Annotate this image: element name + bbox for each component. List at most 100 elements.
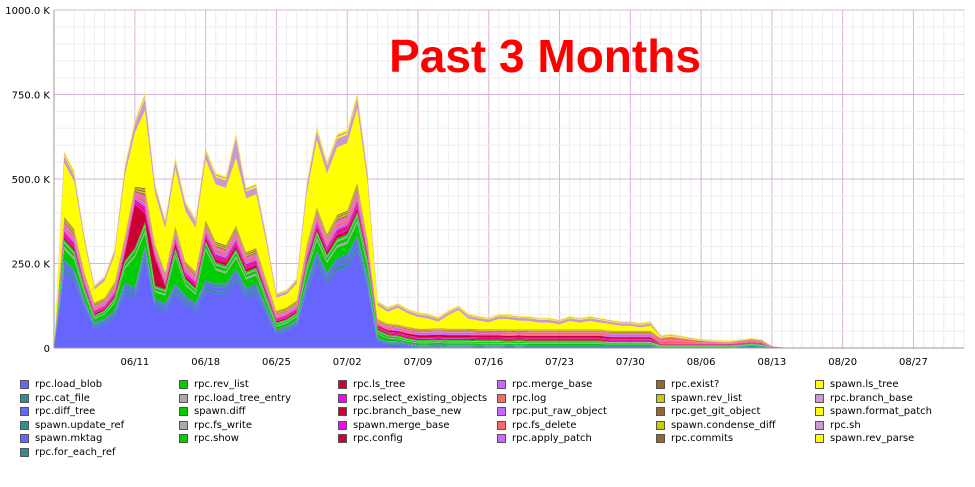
legend-item: rpc.branch_base: [815, 392, 932, 406]
legend-swatch: [338, 407, 347, 417]
legend-label: rpc.load_tree_entry: [194, 392, 292, 404]
legend-item: rpc.log: [497, 392, 607, 406]
x-axis-ticks: 06/11 06/18 06/25 07/02 07/09 07/16 07/23 07/30…: [120, 357, 927, 368]
legend-swatch: [338, 380, 347, 390]
legend-swatch: [656, 434, 665, 444]
legend-label: spawn.format_patch: [830, 406, 932, 418]
x-tick-label: 06/18: [191, 357, 220, 368]
legend-item: rpc.merge_base: [497, 378, 607, 392]
legend-swatch: [656, 393, 665, 403]
legend-label: spawn.mktag: [35, 433, 103, 445]
legend-swatch: [656, 420, 665, 430]
legend-item: rpc.sh: [815, 419, 932, 433]
legend-swatch: [20, 420, 29, 430]
series-area-spawn-ls-tree: [54, 108, 964, 348]
legend-column: spawn.ls_tree rpc.branch_base spawn.format…: [815, 378, 932, 446]
legend-label: rpc.branch_base: [830, 392, 913, 404]
x-tick-label: 07/23: [545, 357, 574, 368]
legend-label: spawn.condense_diff: [671, 419, 776, 431]
legend-swatch: [20, 447, 29, 457]
y-tick-label: 500.0 K: [12, 175, 51, 186]
legend-item: rpc.fs_delete: [497, 419, 607, 433]
legend-item: spawn.merge_base: [338, 419, 487, 433]
legend-item: rpc.put_raw_object: [497, 405, 607, 419]
legend-item: rpc.load_blob: [20, 378, 124, 392]
legend-label: rpc.for_each_ref: [35, 446, 116, 458]
legend-swatch: [497, 380, 506, 390]
legend-label: rpc.load_blob: [35, 379, 103, 391]
legend-swatch: [497, 393, 506, 403]
legend-label: rpc.show: [194, 433, 239, 445]
legend-swatch: [815, 407, 824, 417]
legend-swatch: [179, 407, 188, 417]
legend-label: rpc.merge_base: [512, 379, 593, 391]
legend-label: rpc.cat_file: [35, 392, 90, 404]
legend-item: rpc.fs_write: [179, 419, 291, 433]
legend-swatch: [179, 434, 188, 444]
x-tick-label: 08/20: [828, 357, 857, 368]
legend-label: rpc.commits: [671, 433, 734, 445]
legend-swatch: [179, 393, 188, 403]
x-tick-label: 08/06: [687, 357, 716, 368]
legend-swatch: [497, 420, 506, 430]
legend-item: rpc.apply_patch: [497, 432, 607, 446]
legend-item: spawn.rev_list: [656, 392, 776, 406]
legend-label: rpc.config: [353, 433, 403, 445]
legend-swatch: [179, 380, 188, 390]
legend-label: rpc.exist?: [671, 379, 720, 391]
legend-item: spawn.format_patch: [815, 405, 932, 419]
legend-item: spawn.ls_tree: [815, 378, 932, 392]
legend-swatch: [338, 393, 347, 403]
legend-item: rpc.exist?: [656, 378, 776, 392]
y-tick-label: 0: [44, 344, 50, 355]
legend-label: spawn.merge_base: [353, 419, 450, 431]
legend-swatch: [815, 420, 824, 430]
y-tick-label: 750.0 K: [12, 91, 51, 102]
x-tick-label: 06/11: [120, 357, 149, 368]
legend-item: rpc.diff_tree: [20, 405, 124, 419]
legend-swatch: [815, 380, 824, 390]
x-tick-label: 08/13: [757, 357, 786, 368]
legend-label: rpc.apply_patch: [512, 433, 592, 445]
legend-label: rpc.ls_tree: [353, 379, 406, 391]
legend-label: rpc.select_existing_objects: [353, 392, 488, 404]
legend-item: spawn.rev_parse: [815, 432, 932, 446]
legend-swatch: [20, 380, 29, 390]
chart-areas: [54, 92, 964, 348]
legend-item: spawn.update_ref: [20, 419, 124, 433]
legend-item: rpc.show: [179, 432, 291, 446]
series-area-rpc-diff-tree: [54, 240, 964, 348]
legend-swatch: [20, 407, 29, 417]
legend-swatch: [815, 434, 824, 444]
x-tick-label: 08/27: [899, 357, 928, 368]
legend-item: rpc.load_tree_entry: [179, 392, 291, 406]
legend-swatch: [338, 420, 347, 430]
legend-label: spawn.diff: [194, 406, 246, 418]
series-area-rpc-load-tree-entry: [54, 219, 964, 348]
legend-label: rpc.sh: [830, 419, 861, 431]
legend-label: rpc.diff_tree: [35, 406, 96, 418]
legend-item: rpc.rev_list: [179, 378, 291, 392]
series-area-rpc-load-blob: [54, 249, 964, 348]
chart-axes: [53, 10, 964, 349]
legend-swatch: [497, 434, 506, 444]
legend-swatch: [338, 434, 347, 444]
legend-item: rpc.branch_base_new: [338, 405, 487, 419]
series-area-spawn-mktag: [54, 236, 964, 348]
legend-column: rpc.rev_list rpc.load_tree_entry spawn.dif…: [179, 378, 291, 446]
y-tick-label: 250.0 K: [12, 260, 51, 271]
legend-swatch: [20, 393, 29, 403]
legend-swatch: [656, 380, 665, 390]
legend-label: rpc.put_raw_object: [512, 406, 607, 418]
series-area-spawn-diff: [54, 216, 964, 348]
legend-column: rpc.ls_tree rpc.select_existing_objects rp…: [338, 378, 487, 446]
legend-label: spawn.rev_parse: [830, 433, 915, 445]
legend-label: rpc.fs_write: [194, 419, 253, 431]
x-tick-label: 06/25: [262, 357, 291, 368]
legend-column: rpc.merge_base rpc.log rpc.put_raw_object r…: [497, 378, 607, 446]
series-area-rpc-cat-file: [54, 245, 964, 348]
legend-swatch: [656, 407, 665, 417]
series-area-rpc-for-each-ref: [54, 234, 964, 348]
legend-label: spawn.rev_list: [671, 392, 743, 404]
legend-label: rpc.log: [512, 392, 547, 404]
